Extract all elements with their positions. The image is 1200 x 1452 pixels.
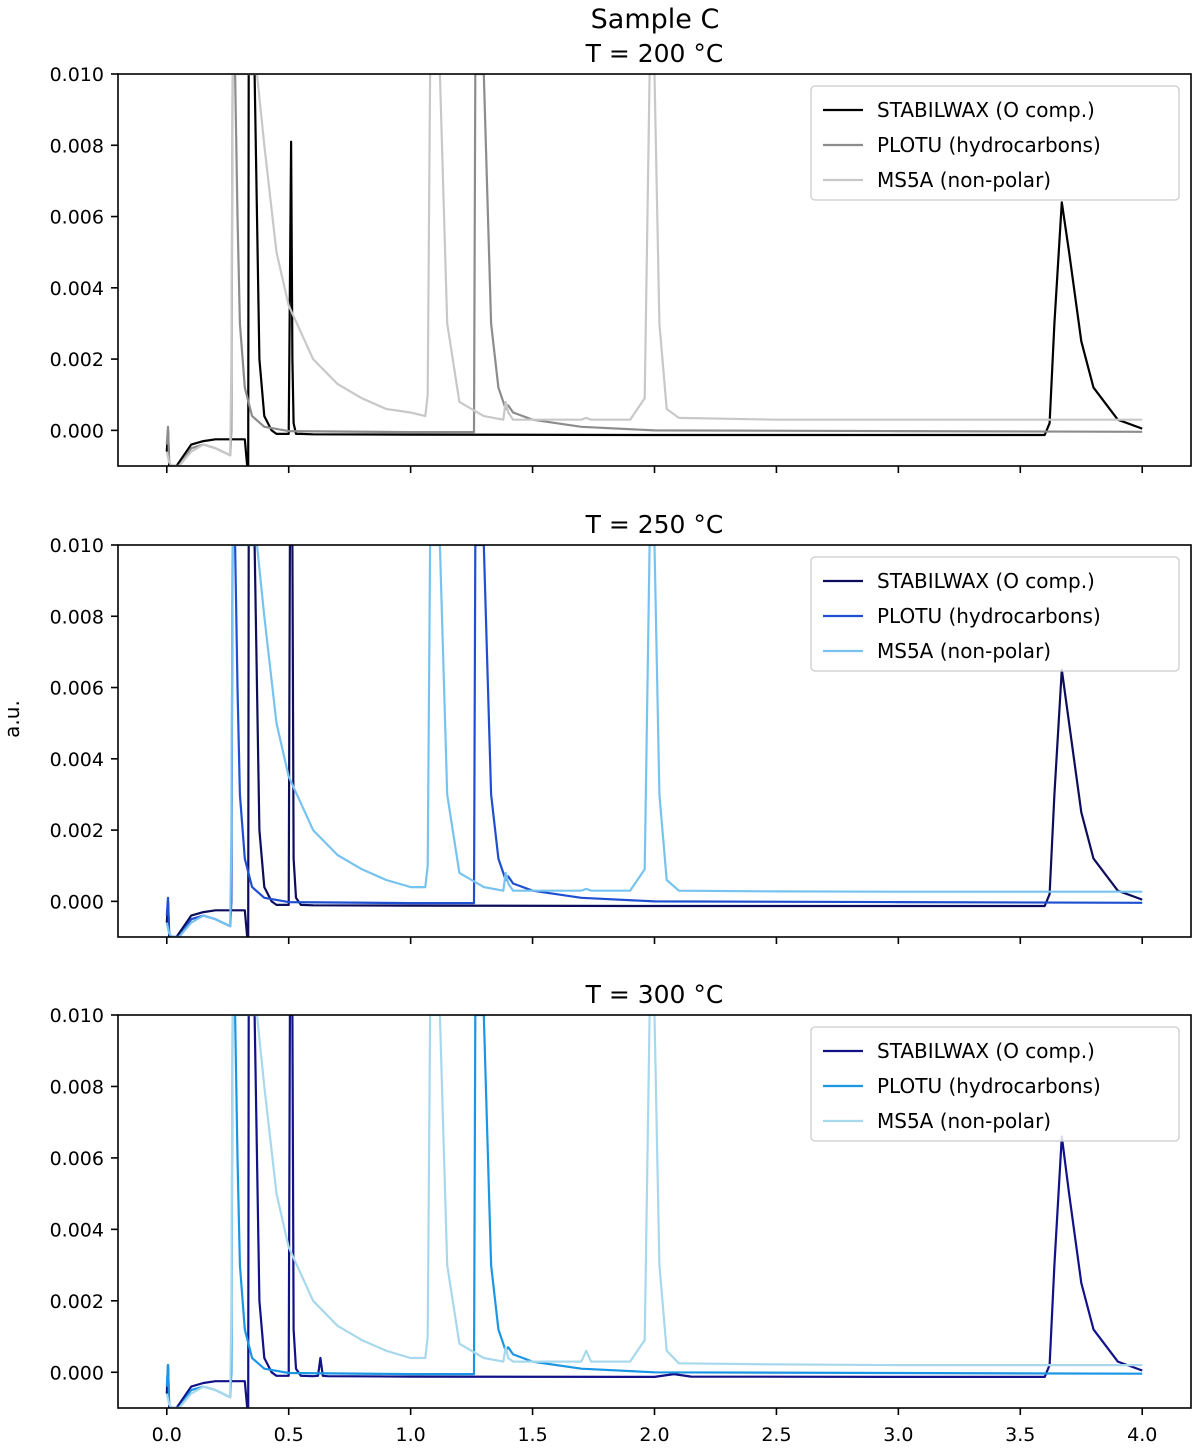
legend-label: STABILWAX (O comp.) bbox=[877, 98, 1095, 122]
x-tick-label: 4.0 bbox=[1127, 1424, 1157, 1446]
y-tick-label: 0.006 bbox=[50, 207, 104, 229]
x-tick-label: 2.5 bbox=[761, 1424, 791, 1446]
legend-box bbox=[810, 556, 1180, 672]
series-line-1 bbox=[165, 545, 1143, 937]
legend-label: STABILWAX (O comp.) bbox=[877, 569, 1095, 593]
x-tick-label: 1.0 bbox=[396, 1424, 426, 1446]
series-line-3 bbox=[165, 545, 1143, 937]
legend-label: PLOTU (hydrocarbons) bbox=[877, 133, 1101, 157]
panel-3: T = 300 °C 0.000 0.002 0.004 0.006 0.008 0.010… bbox=[50, 980, 1192, 1446]
legend-label: MS5A (non-polar) bbox=[877, 639, 1051, 663]
y-tick-label: 0.004 bbox=[50, 278, 104, 300]
y-tick-label: 0.006 bbox=[50, 678, 104, 700]
y-tick-label: 0.010 bbox=[50, 535, 104, 557]
y-tick-label: 0.006 bbox=[50, 1148, 104, 1170]
series-line-3 bbox=[165, 1015, 1143, 1408]
y-tick-label: 0.004 bbox=[50, 749, 104, 771]
legend-label: MS5A (non-polar) bbox=[877, 1109, 1051, 1133]
y-tick-label: 0.002 bbox=[50, 820, 104, 842]
y-tick-label: 0.000 bbox=[50, 891, 104, 913]
legend-label: PLOTU (hydrocarbons) bbox=[877, 1074, 1101, 1098]
legend-label: PLOTU (hydrocarbons) bbox=[877, 604, 1101, 628]
x-tick-label: 0.5 bbox=[274, 1424, 304, 1446]
legend-box bbox=[810, 85, 1180, 201]
y-tick-label: 0.008 bbox=[50, 1076, 104, 1098]
x-tick-label: 3.0 bbox=[883, 1424, 913, 1446]
panel-title: T = 250 °C bbox=[585, 510, 724, 539]
x-tick-label: 1.5 bbox=[517, 1424, 547, 1446]
legend-box bbox=[810, 1026, 1180, 1142]
series-group bbox=[165, 1015, 1143, 1408]
panel-title: T = 200 °C bbox=[585, 39, 724, 68]
panel-title: T = 300 °C bbox=[585, 980, 724, 1009]
panel-1: T = 200 °C 0.000 0.002 0.004 0.006 0.008 0.010… bbox=[50, 39, 1192, 473]
y-tick-label: 0.002 bbox=[50, 349, 104, 371]
series-line-3 bbox=[165, 74, 1143, 466]
legend-label: STABILWAX (O comp.) bbox=[877, 1039, 1095, 1063]
y-tick-label: 0.000 bbox=[50, 1362, 104, 1384]
x-tick-label: 3.5 bbox=[1005, 1424, 1035, 1446]
y-tick-label: 0.008 bbox=[50, 606, 104, 628]
x-tick-label: 2.0 bbox=[639, 1424, 669, 1446]
y-tick-label: 0.002 bbox=[50, 1291, 104, 1313]
y-tick-label: 0.004 bbox=[50, 1219, 104, 1241]
legend: STABILWAX (O comp.) PLOTU (hydrocarbons) M… bbox=[810, 1026, 1180, 1142]
series-group bbox=[165, 74, 1143, 466]
y-tick-label: 0.010 bbox=[50, 1005, 104, 1027]
legend: STABILWAX (O comp.) PLOTU (hydrocarbons) M… bbox=[810, 85, 1180, 201]
series-line-1 bbox=[165, 74, 1143, 466]
y-tick-label: 0.010 bbox=[50, 64, 104, 86]
y-axis-label: a.u. bbox=[0, 700, 24, 738]
y-tick-label: 0.000 bbox=[50, 420, 104, 442]
y-tick-label: 0.008 bbox=[50, 135, 104, 157]
x-tick-label: 0.0 bbox=[152, 1424, 182, 1446]
legend-label: MS5A (non-polar) bbox=[877, 168, 1051, 192]
panel-2: T = 250 °C 0.000 0.002 0.004 0.006 0.008 0.010… bbox=[50, 510, 1192, 944]
legend: STABILWAX (O comp.) PLOTU (hydrocarbons) M… bbox=[810, 556, 1180, 672]
figure-suptitle: Sample C bbox=[591, 4, 720, 35]
series-group bbox=[165, 545, 1143, 937]
